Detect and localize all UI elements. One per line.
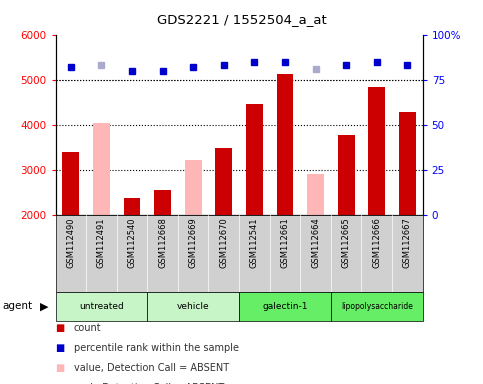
Text: rank, Detection Call = ABSENT: rank, Detection Call = ABSENT xyxy=(74,383,224,384)
Text: GSM112667: GSM112667 xyxy=(403,217,412,268)
Text: GSM112669: GSM112669 xyxy=(189,217,198,268)
Text: ■: ■ xyxy=(56,343,65,353)
Text: GSM112541: GSM112541 xyxy=(250,217,259,268)
Text: untreated: untreated xyxy=(79,302,124,311)
Text: galectin-1: galectin-1 xyxy=(262,302,308,311)
Bar xyxy=(307,174,324,215)
Text: percentile rank within the sample: percentile rank within the sample xyxy=(74,343,239,353)
Bar xyxy=(147,292,239,321)
Bar xyxy=(338,135,355,215)
Text: GDS2221 / 1552504_a_at: GDS2221 / 1552504_a_at xyxy=(156,13,327,26)
Text: GSM112490: GSM112490 xyxy=(66,217,75,268)
Text: GSM112668: GSM112668 xyxy=(158,217,167,268)
Text: ■: ■ xyxy=(56,323,65,333)
Bar xyxy=(56,292,147,321)
Bar xyxy=(93,122,110,215)
Text: ■: ■ xyxy=(56,383,65,384)
Bar xyxy=(185,160,201,215)
Bar xyxy=(124,198,141,215)
Bar xyxy=(277,74,293,215)
Bar xyxy=(369,87,385,215)
Text: GSM112491: GSM112491 xyxy=(97,217,106,268)
Text: ▶: ▶ xyxy=(40,301,48,311)
Bar xyxy=(246,104,263,215)
Text: GSM112661: GSM112661 xyxy=(281,217,289,268)
Text: agent: agent xyxy=(2,301,32,311)
Text: GSM112670: GSM112670 xyxy=(219,217,228,268)
Text: value, Detection Call = ABSENT: value, Detection Call = ABSENT xyxy=(74,363,229,373)
Text: vehicle: vehicle xyxy=(177,302,210,311)
Text: GSM112665: GSM112665 xyxy=(341,217,351,268)
Bar xyxy=(399,112,416,215)
Bar xyxy=(331,292,423,321)
Text: GSM112540: GSM112540 xyxy=(128,217,137,268)
Bar xyxy=(62,152,79,215)
Text: ■: ■ xyxy=(56,363,65,373)
Text: GSM112664: GSM112664 xyxy=(311,217,320,268)
Bar xyxy=(154,190,171,215)
Text: count: count xyxy=(74,323,101,333)
Bar xyxy=(239,292,331,321)
Text: GSM112666: GSM112666 xyxy=(372,217,381,268)
Bar xyxy=(215,148,232,215)
Text: lipopolysaccharide: lipopolysaccharide xyxy=(341,302,412,311)
